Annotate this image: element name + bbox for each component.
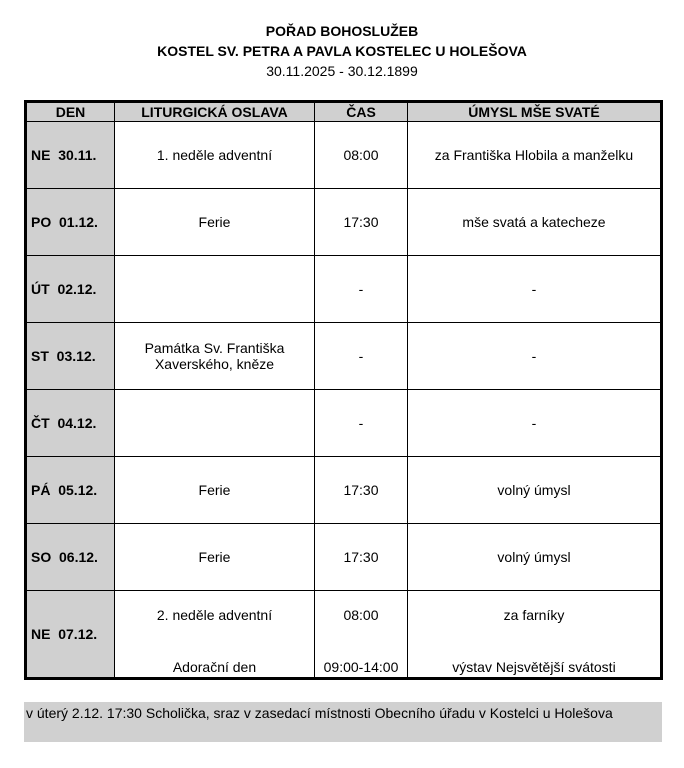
intention-cell: za farníky výstav Nejsvětější svátosti — [407, 590, 662, 679]
table-row: PO 01.12. Ferie 17:30 mše svatá a katecheze — [25, 188, 662, 256]
intention-cell: - — [407, 322, 662, 390]
table-row: PÁ 05.12. Ferie 17:30 volný úmysl — [25, 456, 662, 524]
intention-cell: - — [407, 389, 662, 457]
time-line: 08:00 — [343, 607, 379, 623]
celebration-cell: 2. neděle adventní Adorační den — [114, 590, 315, 679]
time-cell: 08:00 09:00-14:00 — [314, 590, 408, 679]
day-cell: PO 01.12. — [25, 188, 115, 256]
time-cell: - — [314, 322, 408, 390]
table-row: NE 07.12. 2. neděle adventní Adorační de… — [25, 590, 662, 679]
column-header-time: ČAS — [314, 101, 408, 122]
intention-line: za farníky — [503, 607, 565, 623]
time-line: 09:00-14:00 — [323, 659, 399, 675]
time-cell: 17:30 — [314, 456, 408, 524]
celebration-cell: Památka Sv. Františka Xaverského, kněze — [114, 322, 315, 390]
time-cell: 17:30 — [314, 523, 408, 591]
time-cell: 08:00 — [314, 121, 408, 189]
time-cell: - — [314, 389, 408, 457]
table-row: ČT 04.12. - - — [25, 389, 662, 457]
day-cell: NE 30.11. — [25, 121, 115, 189]
column-header-intention: ÚMYSL MŠE SVATÉ — [407, 101, 662, 122]
page-title: POŘAD BOHOSLUŽEB — [265, 23, 419, 39]
intention-line: výstav Nejsvětější svátosti — [452, 659, 616, 675]
celebration-line: 2. neděle adventní — [156, 607, 273, 623]
church-name: KOSTEL SV. PETRA A PAVLA KOSTELEC U HOLE… — [157, 43, 527, 59]
day-cell: ÚT 02.12. — [25, 255, 115, 323]
intention-cell: - — [407, 255, 662, 323]
table-row: ST 03.12. Památka Sv. Františka Xaverskéh… — [25, 322, 662, 390]
day-cell: NE 07.12. — [25, 590, 115, 679]
time-cell: 17:30 — [314, 188, 408, 256]
day-cell: ČT 04.12. — [25, 389, 115, 457]
celebration-cell: Ferie — [114, 456, 315, 524]
intention-cell: za Františka Hlobila a manželku — [407, 121, 662, 189]
table-row: SO 06.12. Ferie 17:30 volný úmysl — [25, 523, 662, 591]
intention-cell: volný úmysl — [407, 523, 662, 591]
celebration-line: Adorační den — [172, 659, 257, 675]
table-row: NE 30.11. 1. neděle adventní 08:00 za Frant… — [25, 121, 662, 189]
intention-cell: volný úmysl — [407, 456, 662, 524]
time-cell: - — [314, 255, 408, 323]
table-row: ÚT 02.12. - - — [25, 255, 662, 323]
celebration-cell — [114, 389, 315, 457]
day-cell: ST 03.12. — [25, 322, 115, 390]
schedule-table: DEN LITURGICKÁ OSLAVA ČAS ÚMYSL MŠE SVAT… — [24, 100, 663, 680]
date-range: 30.11.2025 - 30.12.1899 — [266, 63, 418, 79]
celebration-cell: Ferie — [114, 523, 315, 591]
intention-cell: mše svatá a katecheze — [407, 188, 662, 256]
column-header-day: DEN — [25, 101, 115, 122]
celebration-cell — [114, 255, 315, 323]
announcement-note: v úterý 2.12. 17:30 Scholička, sraz v za… — [24, 702, 662, 742]
day-cell: SO 06.12. — [25, 523, 115, 591]
celebration-cell: Ferie — [114, 188, 315, 256]
day-cell: PÁ 05.12. — [25, 456, 115, 524]
column-header-celebration: LITURGICKÁ OSLAVA — [114, 101, 315, 122]
celebration-cell: 1. neděle adventní — [114, 121, 315, 189]
table-header-row: DEN LITURGICKÁ OSLAVA ČAS ÚMYSL MŠE SVAT… — [25, 101, 662, 122]
